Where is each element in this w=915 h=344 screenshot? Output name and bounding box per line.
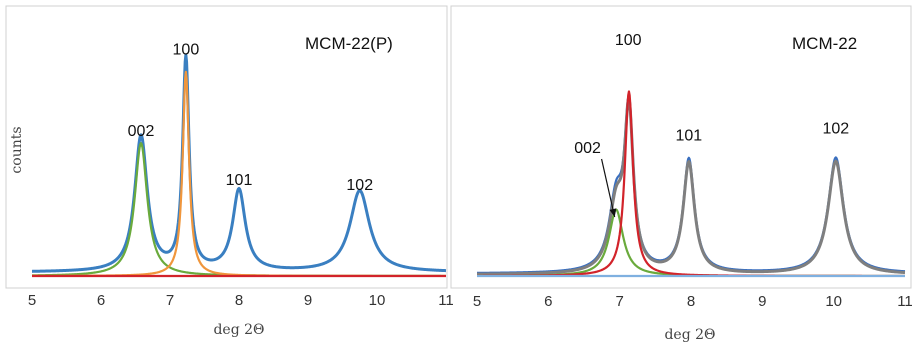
curves bbox=[477, 92, 905, 277]
peak-label: 101 bbox=[676, 128, 703, 145]
series-line-002-component bbox=[477, 210, 905, 276]
x-tick-label: 5 bbox=[473, 293, 481, 310]
x-tick-labels: 5 6 7 8 9 10 11 bbox=[473, 293, 913, 310]
peak-label: 102 bbox=[822, 120, 849, 137]
panel-title: MCM-22 bbox=[792, 34, 857, 53]
peak-labels: 002 100 101 102 bbox=[128, 42, 374, 194]
curves bbox=[32, 55, 446, 276]
x-tick-label: 9 bbox=[304, 292, 312, 309]
panel-mcm22: 5 6 7 8 9 10 11 002 100 101 102 MCM-22 deg 2Θ bbox=[451, 6, 913, 343]
panel-title: MCM-22(P) bbox=[305, 34, 393, 53]
peak-label: 002 bbox=[128, 123, 155, 140]
arrow-shaft bbox=[602, 159, 615, 217]
x-tick-label: 5 bbox=[28, 292, 36, 309]
peak-label: 101 bbox=[226, 172, 253, 189]
x-axis-title: deg 2Θ bbox=[664, 327, 715, 343]
peak-label: 102 bbox=[346, 177, 373, 194]
x-tick-label: 6 bbox=[97, 292, 105, 309]
x-tick-label: 7 bbox=[166, 292, 174, 309]
peak-label: 100 bbox=[173, 42, 200, 59]
x-tick-label: 8 bbox=[235, 292, 243, 309]
peak-label: 002 bbox=[574, 140, 601, 157]
x-tick-label: 6 bbox=[544, 293, 552, 310]
x-axis-title: deg 2Θ bbox=[213, 322, 264, 338]
peak-label: 100 bbox=[615, 32, 642, 49]
x-tick-label: 11 bbox=[897, 293, 913, 310]
x-tick-label: 10 bbox=[825, 293, 842, 310]
x-tick-label: 8 bbox=[687, 293, 695, 310]
x-tick-label: 9 bbox=[758, 293, 766, 310]
x-tick-label: 10 bbox=[369, 292, 386, 309]
series-line-measured-fit bbox=[32, 55, 446, 271]
x-tick-labels: 5 6 7 8 9 10 11 bbox=[28, 292, 454, 309]
x-tick-label: 7 bbox=[615, 293, 623, 310]
y-axis-title: counts bbox=[9, 126, 25, 173]
x-tick-label: 11 bbox=[438, 292, 454, 309]
